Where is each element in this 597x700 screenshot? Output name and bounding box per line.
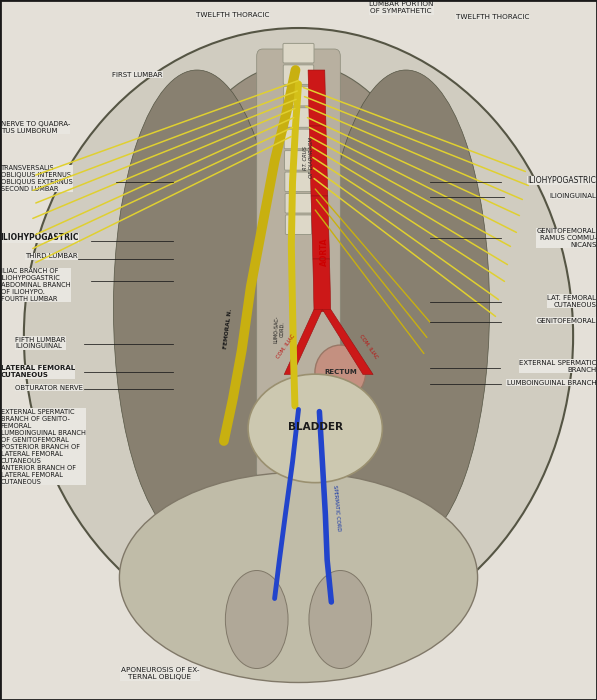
- FancyBboxPatch shape: [283, 65, 314, 85]
- Ellipse shape: [119, 473, 478, 682]
- Text: OBTURATOR NERVE: OBTURATOR NERVE: [15, 385, 83, 391]
- Text: LUMO-SAC-
CORD.: LUMO-SAC- CORD.: [273, 315, 285, 343]
- Text: LUMBOINGUINAL BRANCH: LUMBOINGUINAL BRANCH: [507, 380, 596, 386]
- Text: BLADDER: BLADDER: [288, 422, 343, 432]
- Ellipse shape: [309, 570, 371, 668]
- Polygon shape: [284, 309, 322, 374]
- Ellipse shape: [113, 70, 281, 546]
- Text: TWELFTH THORACIC: TWELFTH THORACIC: [456, 14, 530, 20]
- Ellipse shape: [24, 28, 573, 644]
- Ellipse shape: [225, 570, 288, 668]
- FancyBboxPatch shape: [284, 108, 313, 127]
- Text: AORTA: AORTA: [319, 238, 329, 266]
- FancyBboxPatch shape: [285, 150, 313, 170]
- Ellipse shape: [322, 70, 490, 546]
- Text: LUMBAR PORTION
OF SYMPATHETIC: LUMBAR PORTION OF SYMPATHETIC: [369, 1, 433, 15]
- Text: EXTERNAL SPERMATIC
BRANCH OF GENITO-
FEMORAL
LUMBOINGUINAL BRANCH
OF GENITOFEMOR: EXTERNAL SPERMATIC BRANCH OF GENITO- FEM…: [1, 409, 85, 484]
- Ellipse shape: [248, 374, 383, 483]
- FancyBboxPatch shape: [285, 215, 312, 235]
- Text: GENITOFEMORAL: GENITOFEMORAL: [537, 318, 596, 323]
- Polygon shape: [309, 126, 328, 196]
- Text: RT. CRUS
OF DIAPHRAGM: RT. CRUS OF DIAPHRAGM: [303, 137, 314, 178]
- Text: NERVE TO QUADRA-
TUS LUMBORUM: NERVE TO QUADRA- TUS LUMBORUM: [1, 121, 70, 134]
- Text: FEMORAL N.: FEMORAL N.: [223, 309, 233, 349]
- FancyBboxPatch shape: [285, 172, 312, 192]
- Polygon shape: [311, 196, 330, 259]
- Text: LAT. FEMORAL
CUTANEOUS: LAT. FEMORAL CUTANEOUS: [547, 295, 596, 307]
- Text: ILIOHYPOGASTRIC: ILIOHYPOGASTRIC: [528, 176, 596, 185]
- Text: THIRD LUMBAR: THIRD LUMBAR: [25, 253, 78, 259]
- Text: SPERMATIC CORD: SPERMATIC CORD: [331, 484, 341, 531]
- Polygon shape: [308, 70, 326, 126]
- Text: GENITOFEMORAL
RAMUS COMMU-
NICANS: GENITOFEMORAL RAMUS COMMU- NICANS: [537, 228, 596, 248]
- Text: ILIOINGUINAL: ILIOINGUINAL: [549, 193, 596, 199]
- Text: ILIAC BRANCH OF
ILIOHYPOGASTRIC
ABDOMINAL BRANCH
OF ILIOHYPO.
FOURTH LUMBAR: ILIAC BRANCH OF ILIOHYPOGASTRIC ABDOMINA…: [1, 268, 70, 302]
- Text: TWELFTH THORACIC: TWELFTH THORACIC: [196, 12, 270, 18]
- Ellipse shape: [149, 63, 448, 553]
- Text: ILIOHYPOGASTRIC: ILIOHYPOGASTRIC: [1, 234, 79, 242]
- Polygon shape: [322, 309, 373, 374]
- Text: COM. ILIAC: COM. ILIAC: [358, 333, 378, 360]
- Text: FIRST LUMBAR: FIRST LUMBAR: [112, 72, 163, 78]
- Text: COM. ILIAC: COM. ILIAC: [276, 333, 296, 360]
- Text: RECTUM: RECTUM: [324, 370, 356, 375]
- FancyBboxPatch shape: [284, 129, 313, 149]
- FancyBboxPatch shape: [283, 43, 314, 63]
- Text: FIFTH LUMBAR
ILIOINGUINAL: FIFTH LUMBAR ILIOINGUINAL: [15, 337, 66, 349]
- FancyBboxPatch shape: [284, 86, 313, 106]
- Text: TRANSVERSALIS
OBLIQUUS INTERNUS
OBLIQUUS EXTERNUS
SECOND LUMBAR: TRANSVERSALIS OBLIQUUS INTERNUS OBLIQUUS…: [1, 165, 72, 192]
- Text: APONEUROSIS OF EX-
TERNAL OBLIQUE: APONEUROSIS OF EX- TERNAL OBLIQUE: [121, 667, 199, 680]
- Ellipse shape: [315, 345, 365, 400]
- Text: LATERAL FEMORAL
CUTANEOUS: LATERAL FEMORAL CUTANEOUS: [1, 365, 75, 378]
- Polygon shape: [313, 259, 331, 312]
- FancyBboxPatch shape: [257, 49, 340, 567]
- FancyBboxPatch shape: [285, 193, 312, 213]
- Text: DORSAL NERVE
OF PENIS: DORSAL NERVE OF PENIS: [264, 667, 321, 680]
- Text: EXTERNAL SPERMATIC
BRANCH: EXTERNAL SPERMATIC BRANCH: [519, 360, 596, 372]
